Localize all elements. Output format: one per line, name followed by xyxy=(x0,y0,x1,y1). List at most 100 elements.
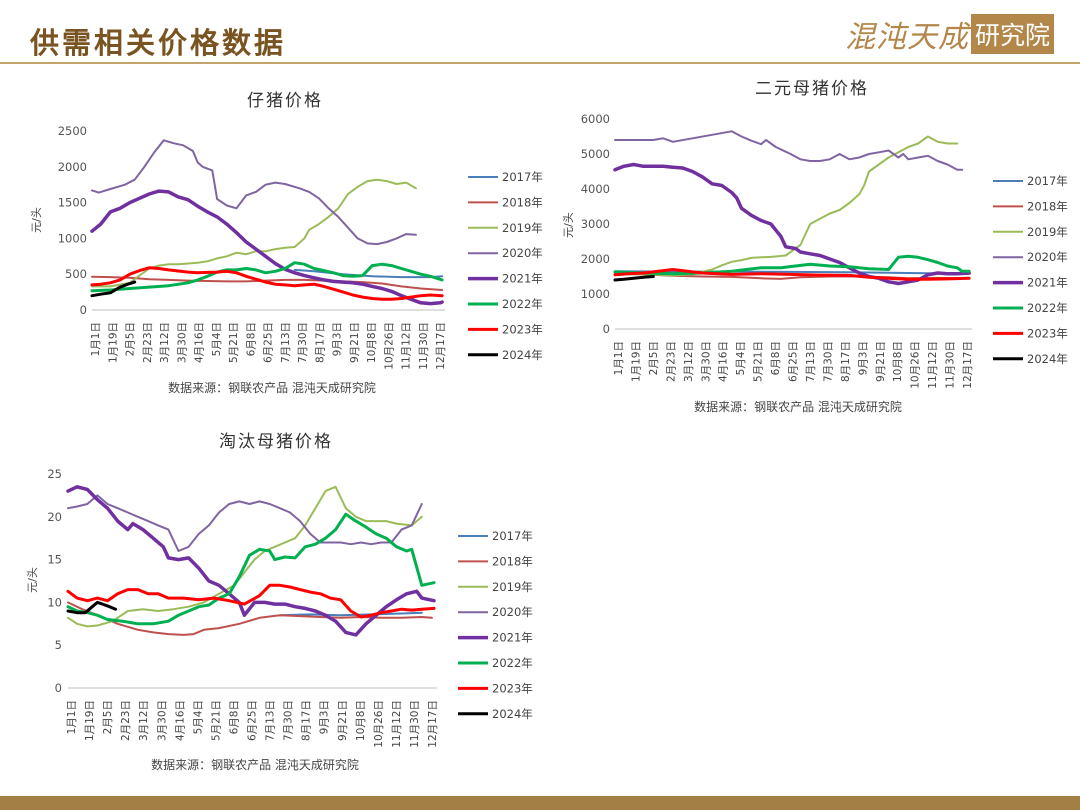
x-tick-label: 3月12日 xyxy=(159,322,171,363)
chart-title: 淘汰母猪价格 xyxy=(219,432,333,452)
source-note: 数据来源：钢联农产品 混沌天成研究院 xyxy=(168,380,376,395)
x-tick-label: 10月26日 xyxy=(383,322,395,370)
x-tick-label: 3月30日 xyxy=(156,700,168,741)
x-tick-label: 3月30日 xyxy=(700,341,712,382)
y-axis-label: 元/头 xyxy=(562,212,575,238)
x-tick-label: 10月8日 xyxy=(892,341,904,382)
chart-title: 仔猪价格 xyxy=(247,91,323,111)
legend-label: 2020年 xyxy=(502,246,543,260)
x-tick-label: 7月30日 xyxy=(297,322,309,363)
x-tick-label: 2月23日 xyxy=(142,322,154,363)
x-tick-label: 1月19日 xyxy=(630,341,642,382)
x-tick-label: 3月30日 xyxy=(176,322,188,363)
legend-label: 2023年 xyxy=(1027,326,1068,340)
y-tick-label: 10 xyxy=(47,595,62,609)
y-tick-label: 5000 xyxy=(581,147,610,161)
legend-label: 2019年 xyxy=(502,221,543,235)
x-tick-label: 11月12日 xyxy=(401,322,413,370)
series-line-2020年 xyxy=(614,130,964,171)
y-axis-label: 元/头 xyxy=(30,207,43,233)
series-line-2019年 xyxy=(91,178,417,288)
legend-label: 2024年 xyxy=(1027,352,1068,366)
series-line-2024年 xyxy=(613,275,655,282)
y-tick-label: 0 xyxy=(80,303,87,317)
x-tick-label: 6月25日 xyxy=(788,341,800,382)
series-line-2022年 xyxy=(66,512,436,626)
legend-label: 2017年 xyxy=(1027,174,1068,188)
y-tick-label: 0 xyxy=(603,322,610,336)
x-tick-label: 9月21日 xyxy=(349,322,361,363)
legend-label: 2023年 xyxy=(502,322,543,336)
x-tick-label: 5月4日 xyxy=(211,322,223,356)
x-tick-label: 4月16日 xyxy=(174,700,186,741)
legend-label: 2020年 xyxy=(492,605,533,619)
slide-title: 供需相关价格数据 xyxy=(30,26,287,60)
x-tick-label: 11月12日 xyxy=(927,341,939,389)
y-tick-label: 6000 xyxy=(581,112,610,126)
x-tick-label: 10月8日 xyxy=(355,700,367,741)
legend-label: 2021年 xyxy=(502,272,543,286)
y-tick-label: 5 xyxy=(55,638,62,652)
x-tick-label: 7月30日 xyxy=(283,700,295,741)
x-tick-label: 11月30日 xyxy=(418,322,430,370)
y-tick-label: 2000 xyxy=(581,252,610,266)
legend-label: 2023年 xyxy=(492,681,533,695)
series-line-2023年 xyxy=(90,266,444,301)
x-tick-label: 2月5日 xyxy=(125,322,137,356)
x-tick-label: 2月5日 xyxy=(648,341,660,375)
x-tick-label: 5月21日 xyxy=(228,322,240,363)
legend-label: 2022年 xyxy=(502,297,543,311)
x-tick-label: 7月13日 xyxy=(805,341,817,382)
y-tick-label: 1000 xyxy=(581,287,610,301)
series-line-2021年 xyxy=(613,162,971,286)
x-tick-label: 2月23日 xyxy=(665,341,677,382)
source-note: 数据来源：钢联农产品 混沌天成研究院 xyxy=(694,399,902,414)
x-tick-label: 10月26日 xyxy=(910,341,922,389)
logo: 混沌天成 研究院 xyxy=(845,14,1055,55)
series-line-2021年 xyxy=(90,189,444,306)
y-tick-label: 500 xyxy=(65,267,87,281)
y-tick-label: 0 xyxy=(55,681,62,695)
footer-bar xyxy=(0,796,1080,810)
series-line-2017年 xyxy=(278,611,423,617)
legend-label: 2021年 xyxy=(1027,276,1068,290)
y-tick-label: 4000 xyxy=(581,182,610,196)
series-line-2020年 xyxy=(67,494,423,552)
x-tick-label: 1月1日 xyxy=(66,700,78,734)
x-tick-label: 5月4日 xyxy=(735,341,747,375)
legend-label: 2021年 xyxy=(492,631,533,645)
x-tick-label: 6月8日 xyxy=(228,700,240,734)
legend-label: 2019年 xyxy=(492,580,533,594)
x-tick-label: 3月12日 xyxy=(683,341,695,382)
legend-label: 2020年 xyxy=(1027,250,1068,264)
legend-label: 2024年 xyxy=(502,348,543,362)
logo-text: 混沌天成 xyxy=(845,20,969,55)
y-tick-label: 15 xyxy=(47,553,62,567)
x-tick-label: 2月5日 xyxy=(102,700,114,734)
x-tick-label: 6月8日 xyxy=(770,341,782,375)
series-line-2021年 xyxy=(66,485,436,637)
x-tick-label: 11月12日 xyxy=(391,700,403,748)
y-tick-label: 1500 xyxy=(58,196,87,210)
x-tick-label: 9月3日 xyxy=(857,341,869,375)
x-tick-label: 7月13日 xyxy=(280,322,292,363)
series-line-2023年 xyxy=(613,268,971,281)
legend-label: 2017年 xyxy=(492,529,533,543)
x-tick-label: 6月25日 xyxy=(263,322,275,363)
y-tick-label: 1000 xyxy=(58,231,87,245)
x-tick-label: 3月12日 xyxy=(138,700,150,741)
chart-title: 二元母猪价格 xyxy=(755,79,869,99)
x-tick-label: 1月19日 xyxy=(107,322,119,363)
source-note: 数据来源：钢联农产品 混沌天成研究院 xyxy=(151,757,359,772)
x-tick-label: 9月3日 xyxy=(319,700,331,734)
x-tick-label: 7月13日 xyxy=(265,700,277,741)
x-tick-label: 8月17日 xyxy=(301,700,313,741)
x-tick-label: 12月17日 xyxy=(962,341,974,389)
legend-label: 2022年 xyxy=(1027,301,1068,315)
legend-label: 2018年 xyxy=(502,195,543,209)
y-tick-label: 2500 xyxy=(58,124,87,138)
x-tick-label: 10月8日 xyxy=(366,322,378,363)
x-tick-label: 5月21日 xyxy=(210,700,222,741)
